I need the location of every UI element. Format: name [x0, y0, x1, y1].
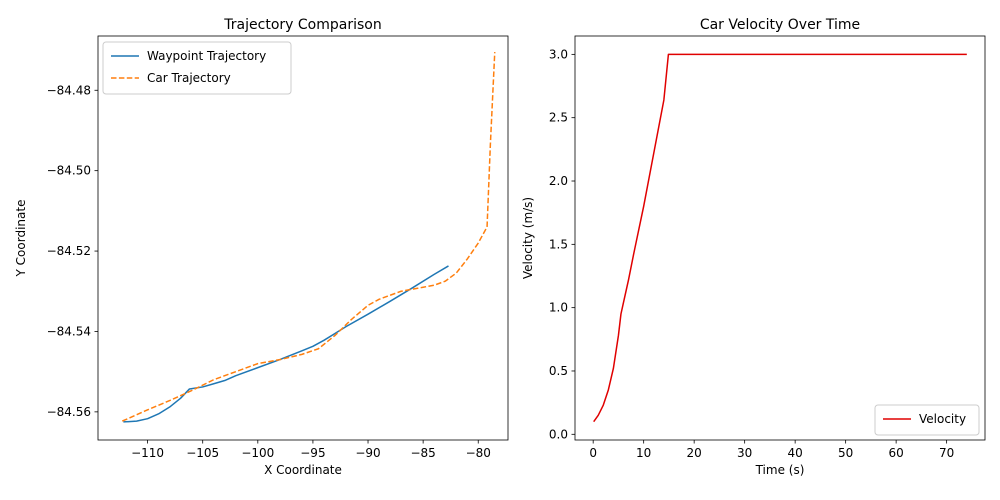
series-line-1 — [593, 53, 967, 423]
legend-box — [874, 404, 980, 436]
x-tick-label: 70 — [939, 446, 954, 460]
y-tick-label: −84.50 — [47, 164, 91, 178]
velocity-over-time-chart: Car Velocity Over Time Time (s) Velocity… — [521, 17, 986, 477]
x-tick-label: −95 — [300, 446, 325, 460]
series-line-1 — [123, 265, 449, 423]
x-tick-label: −105 — [186, 446, 219, 460]
y-tick-label: 1.0 — [549, 301, 568, 315]
y-tick-label: −84.52 — [47, 244, 91, 258]
y-tick-label: 2.0 — [549, 174, 568, 188]
chart-title: Car Velocity Over Time — [700, 17, 860, 33]
plot-area-frame — [97, 35, 509, 441]
x-tick-label: 30 — [737, 446, 752, 460]
x-tick-label: −110 — [131, 446, 164, 460]
x-tick-label: 40 — [788, 446, 803, 460]
x-tick-label: 0 — [589, 446, 597, 460]
x-tick-label: −90 — [355, 446, 380, 460]
legend-entry: Waypoint Trajectory — [147, 49, 266, 63]
y-axis-label: Velocity (m/s) — [521, 197, 535, 279]
y-tick-label: 2.5 — [549, 111, 568, 125]
legend-entry: Velocity — [919, 412, 966, 426]
x-axis-label: Time (s) — [755, 463, 805, 477]
trajectory-comparison-chart: Trajectory Comparison X Coordinate Y Coo… — [14, 17, 509, 477]
plot-area-frame — [574, 35, 986, 441]
x-tick-label: −85 — [410, 446, 435, 460]
series-line-2 — [121, 52, 496, 422]
y-axis-label: Y Coordinate — [14, 200, 28, 278]
chart-title: Trajectory Comparison — [223, 17, 381, 33]
y-tick-label: 1.5 — [549, 237, 568, 251]
x-axis-label: X Coordinate — [264, 463, 342, 477]
x-tick-label: −80 — [466, 446, 491, 460]
legend-entry: Car Trajectory — [147, 71, 231, 85]
x-tick-label: −100 — [241, 446, 274, 460]
y-tick-label: −84.54 — [47, 324, 91, 338]
legend-box — [102, 41, 292, 95]
y-tick-label: −84.48 — [47, 83, 91, 97]
y-tick-label: 0.5 — [549, 364, 568, 378]
x-tick-label: 60 — [888, 446, 903, 460]
x-tick-label: 10 — [636, 446, 651, 460]
x-tick-label: 50 — [838, 446, 853, 460]
y-tick-label: −84.56 — [47, 405, 91, 419]
y-tick-label: 3.0 — [549, 47, 568, 61]
x-tick-label: 20 — [687, 446, 702, 460]
y-tick-label: 0.0 — [549, 427, 568, 441]
legend: Velocity — [874, 404, 980, 436]
legend: Waypoint Trajectory Car Trajectory — [102, 41, 292, 95]
